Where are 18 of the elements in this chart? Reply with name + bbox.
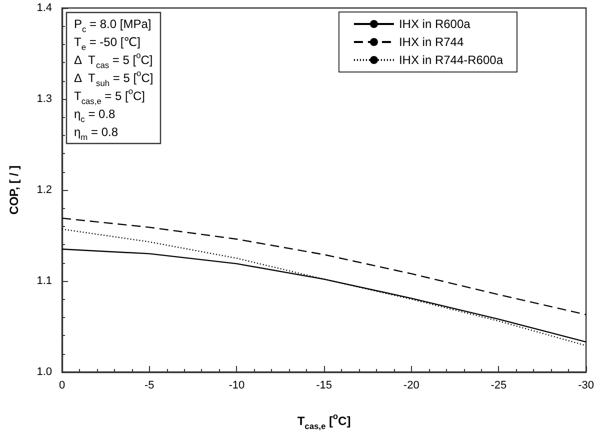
x-tick-label: 0 xyxy=(58,380,66,392)
x-tick-label: -20 xyxy=(403,380,420,392)
legend-label: IHX in R744-R600a xyxy=(398,53,504,67)
y-axis-title: COP, [ / ] xyxy=(7,165,21,215)
y-tick-label: 1.3 xyxy=(36,93,52,105)
y-tick-label: 1.0 xyxy=(36,366,52,378)
legend-label: IHX in R744 xyxy=(398,35,464,49)
x-tick-label: -30 xyxy=(578,380,594,392)
x-tick-label: -10 xyxy=(228,380,245,392)
legend-label: IHX in R600a xyxy=(398,17,471,31)
y-tick-label: 1.1 xyxy=(36,275,52,287)
line-series xyxy=(61,218,587,316)
x-tick-label: -15 xyxy=(316,380,332,392)
y-tick-label: 1.4 xyxy=(36,2,52,14)
x-tick-label: -25 xyxy=(490,380,507,392)
x-tick-label: -5 xyxy=(144,380,154,392)
line-series xyxy=(61,228,587,346)
y-tick-label: 1.2 xyxy=(36,184,52,196)
